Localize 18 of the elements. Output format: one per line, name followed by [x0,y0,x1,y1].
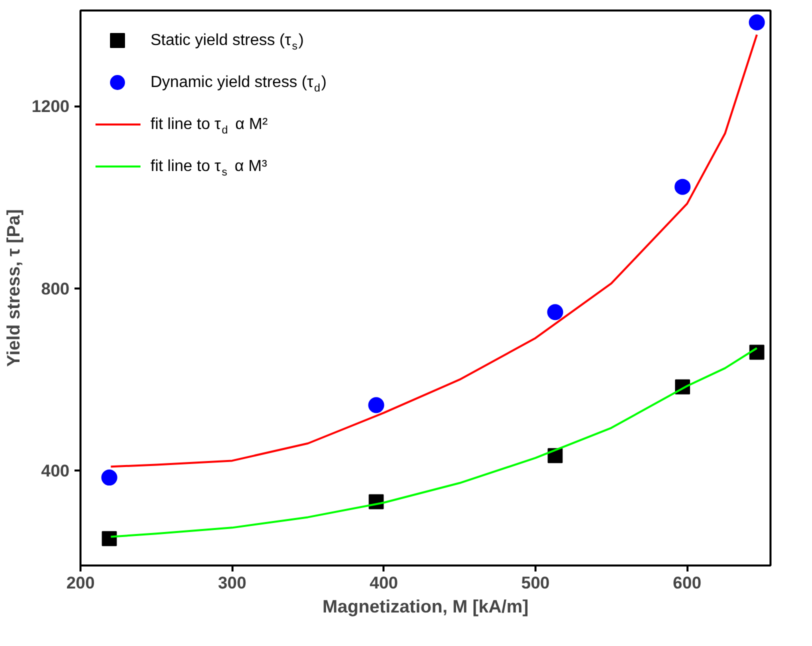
point [102,531,117,546]
point [748,14,765,30]
x-tick-label: 500 [521,574,550,592]
y-tick-label: 400 [41,462,70,481]
x-tick-label: 400 [370,574,398,592]
point [368,397,384,414]
x-tick-label: 200 [66,574,95,592]
point [101,470,118,486]
point [547,304,564,320]
point [674,178,691,195]
point [749,344,764,360]
x-tick-label: 300 [218,574,246,592]
y-tick-label: 1200 [32,97,70,116]
x-tick-label: 600 [672,574,702,592]
line-series [110,34,758,468]
x-axis-title: Magnetization, M [kA/m] [322,596,528,616]
y-axis-title: Yield stress, τ [Pa] [4,209,24,367]
y-tick-label: 800 [41,279,70,298]
